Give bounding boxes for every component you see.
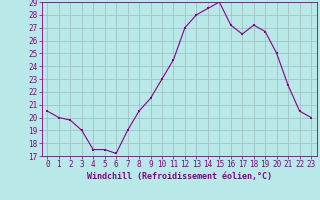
- X-axis label: Windchill (Refroidissement éolien,°C): Windchill (Refroidissement éolien,°C): [87, 172, 272, 181]
